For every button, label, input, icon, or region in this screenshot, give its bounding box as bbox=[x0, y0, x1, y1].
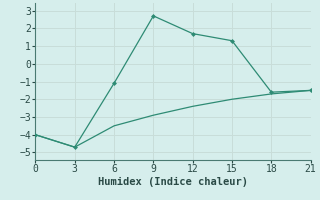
X-axis label: Humidex (Indice chaleur): Humidex (Indice chaleur) bbox=[98, 176, 248, 187]
